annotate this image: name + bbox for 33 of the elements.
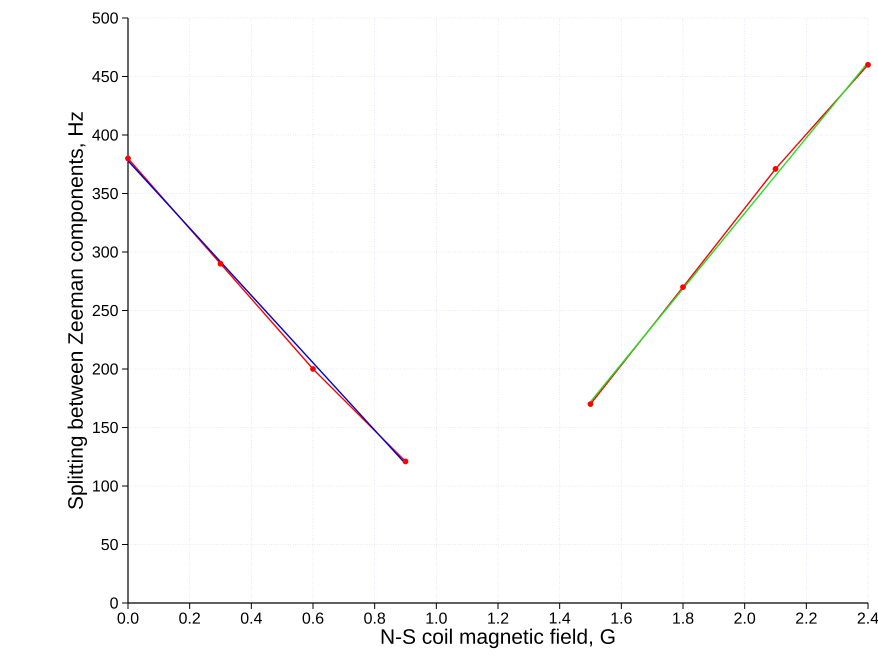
point xyxy=(865,62,871,68)
x-tick-label: 1.6 xyxy=(611,612,632,624)
point xyxy=(218,260,224,267)
y-tick-label: 400 xyxy=(92,129,118,141)
x-tick-label: 0.0 xyxy=(118,612,138,624)
y-tick-label: 100 xyxy=(93,480,118,492)
y-tick-label: 150 xyxy=(93,422,118,434)
y-tick-label: 300 xyxy=(92,246,118,258)
y-tick-label: 0 xyxy=(110,597,118,609)
x-tick-label: 1.8 xyxy=(673,612,694,624)
point xyxy=(125,156,131,162)
y-tick-label: 500 xyxy=(92,12,118,24)
x-tick-label: 2.2 xyxy=(796,612,817,624)
x-tick-label: 0.2 xyxy=(179,612,200,624)
y-tick-label: 350 xyxy=(92,188,118,200)
point xyxy=(772,166,778,172)
y-axis-title: Splitting between Zeeman components, Hz xyxy=(68,112,88,509)
x-tick-label: 1.2 xyxy=(488,612,508,624)
x-tick-label: 1.0 xyxy=(426,612,447,624)
x-axis-title: N-S coil magnetic field, G xyxy=(382,628,614,648)
y-tick-label: 450 xyxy=(92,70,118,82)
x-tick-label: 0.8 xyxy=(364,612,386,624)
point xyxy=(680,284,686,290)
y-tick-label: 250 xyxy=(92,304,118,316)
point xyxy=(402,458,408,464)
point xyxy=(588,401,594,407)
y-tick-label: 200 xyxy=(92,363,118,375)
point xyxy=(310,366,316,372)
x-tick-label: 0.4 xyxy=(240,612,262,624)
x-tick-label: 2.0 xyxy=(734,612,756,624)
x-tick-label: 1.4 xyxy=(550,612,570,624)
y-tick-label: 50 xyxy=(101,538,118,550)
x-tick-label: 0.6 xyxy=(302,612,324,624)
